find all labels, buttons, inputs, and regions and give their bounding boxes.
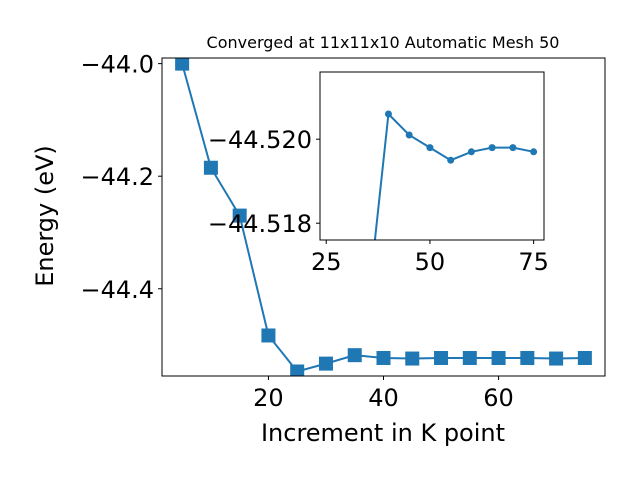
- main-data-point: [261, 328, 276, 343]
- main-y-tick-label: −44.4: [80, 276, 154, 304]
- main-y-tick-label: −44.0: [80, 51, 154, 79]
- inset-series: [364, 110, 538, 311]
- inset-data-point: [467, 148, 475, 156]
- main-data-point: [318, 356, 333, 371]
- inset-data-point: [364, 304, 371, 311]
- inset-data-point: [488, 144, 496, 152]
- main-data-point: [347, 348, 362, 363]
- inset-frame: [319, 71, 545, 241]
- chart-title: Converged at 11x11x10 Automatic Mesh 50: [207, 33, 560, 52]
- main-x-tick-label: 20: [253, 384, 284, 412]
- main-data-point: [520, 350, 535, 365]
- inset-data-point: [530, 148, 538, 156]
- main-data-point: [577, 350, 592, 365]
- main-series: [175, 58, 592, 376]
- main-data-point: [175, 58, 190, 71]
- inset-background: [320, 72, 544, 240]
- x-axis-label: Increment in K point: [261, 419, 505, 447]
- inset-data-point: [384, 110, 392, 118]
- inset-data-point: [447, 156, 455, 164]
- main-plot: 20 40 60 −44.0 −44.2 −44.4: [80, 51, 606, 412]
- main-data-point: [203, 160, 218, 175]
- main-data-point: [290, 364, 305, 376]
- inset-x-tick-label: 75: [518, 248, 549, 276]
- inset-data-point: [405, 131, 413, 139]
- main-data-point: [549, 351, 564, 366]
- y-axis-label: Energy (eV): [31, 145, 59, 287]
- inset-y-tick-label: −44.518: [208, 210, 312, 238]
- main-data-point: [434, 350, 449, 365]
- inset-x-tick-label: 25: [311, 248, 342, 276]
- main-data-point: [491, 350, 506, 365]
- main-data-point: [232, 208, 247, 223]
- main-data-point: [405, 351, 420, 366]
- inset-x-tick-label: 50: [415, 248, 446, 276]
- inset-data-point: [509, 144, 517, 152]
- inset-data-point: [426, 144, 434, 152]
- main-data-point: [462, 350, 477, 365]
- inset-plot: 25 50 75 −44.520 −44.518: [208, 71, 549, 311]
- main-x-tick-label: 60: [483, 384, 514, 412]
- inset-y-tick-label: −44.520: [208, 126, 312, 154]
- main-y-tick-label: −44.2: [80, 163, 154, 191]
- main-x-tick-label: 40: [368, 384, 399, 412]
- main-data-point: [376, 350, 391, 365]
